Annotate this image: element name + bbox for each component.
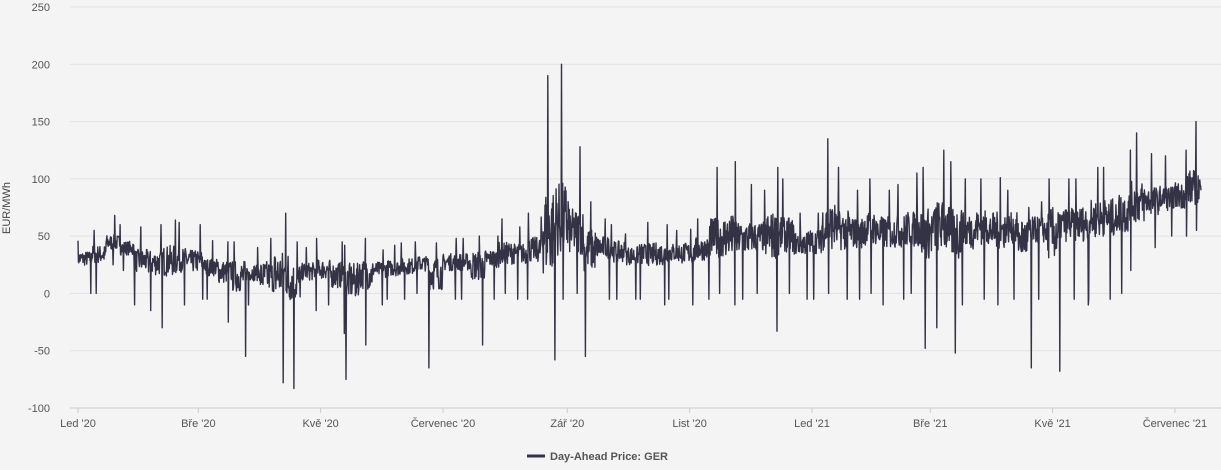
x-tick-label: Kvě '20 [302,418,338,430]
x-tick-label: Bře '21 [913,418,948,430]
y-tick-label: 200 [32,59,50,71]
legend[interactable]: Day-Ahead Price: GER [527,451,668,463]
x-tick-label: Kvě '21 [1034,418,1070,430]
y-tick-label: 150 [32,117,50,129]
x-tick-label: Červenec '20 [411,417,475,430]
y-axis-title: EUR/MWh [1,182,13,234]
x-tick-label: Led '20 [60,418,96,430]
x-tick-label: Led '21 [794,418,830,430]
y-tick-label: -100 [28,403,50,415]
y-tick-label: 50 [38,231,50,243]
y-tick-label: 0 [44,288,50,300]
y-tick-label: -50 [34,346,50,358]
y-tick-label: 250 [32,2,50,14]
legend-label[interactable]: Day-Ahead Price: GER [550,451,668,463]
x-axis: Led '20 Bře '20 Kvě '20 Červenec '20 Zář '20… [60,407,1221,430]
series-day-ahead-price [77,63,1202,390]
y-axis: 250 200 150 100 50 0 -50 -100 [28,2,50,415]
x-tick-label: Červenec '21 [1143,417,1207,430]
x-tick-label: List '20 [672,418,707,430]
gridlines [70,6,1221,352]
x-tick-label: Bře '20 [181,418,216,430]
series-line-day-ahead-price[interactable] [77,63,1202,390]
x-tick-label: Zář '20 [550,418,584,430]
y-tick-label: 100 [32,174,50,186]
